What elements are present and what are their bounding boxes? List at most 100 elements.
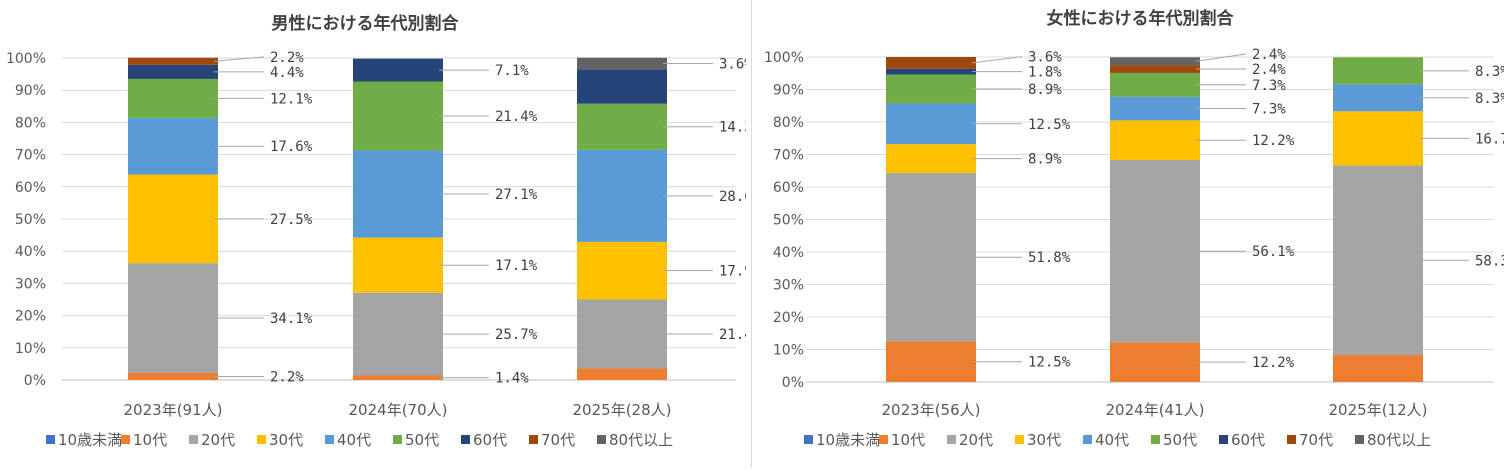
bar-segment-40代 [128, 117, 218, 175]
legend-label-20代: 20代 [201, 431, 235, 449]
bar-segment-10代 [128, 372, 218, 380]
legend-swatch-70代 [529, 435, 538, 444]
bar-segment-20代 [353, 292, 443, 376]
bar-segment-60代 [353, 58, 443, 82]
y-tick-label: 10% [15, 341, 46, 357]
data-label-80代以上: 3.6% [719, 56, 746, 72]
legend-label-70代: 70代 [541, 431, 575, 449]
bar-segment-40代 [886, 103, 976, 145]
bar-segment-80代以上 [577, 57, 667, 70]
bar-segment-70代 [886, 57, 976, 69]
data-label-70代: 3.6% [1028, 50, 1062, 66]
bar-segment-40代 [353, 150, 443, 238]
data-label-50代: 8.9% [1028, 82, 1062, 98]
chart-title: 女性における年代別割合 [1047, 8, 1235, 29]
data-label-50代: 14.3% [719, 120, 746, 136]
data-label-70代: 2.4% [1252, 62, 1286, 78]
data-label-20代: 34.1% [270, 311, 313, 327]
data-label-40代: 17.6% [270, 139, 313, 155]
data-label-10代: 12.5% [1028, 355, 1071, 371]
y-tick-label: 90% [15, 83, 46, 99]
y-tick-label: 80% [15, 115, 46, 131]
data-label-50代: 12.1% [270, 91, 313, 107]
data-label-40代: 27.1% [495, 187, 538, 203]
data-label-30代: 12.2% [1252, 133, 1295, 149]
category-label: 2025年(28人) [573, 401, 672, 419]
legend-label-10代: 10代 [891, 431, 925, 449]
bar-segment-10代 [353, 375, 443, 380]
bar-segment-20代 [1333, 165, 1423, 356]
category-label: 2023年(56人) [882, 401, 981, 419]
bar-segment-80代以上 [1110, 57, 1200, 66]
data-label-40代: 8.3% [1475, 91, 1504, 107]
male-age-chart: 男性における年代別割合 0% 10% 20% 30% 40% 50% 60% 70% 80% 90%… [6, 13, 762, 449]
legend-swatch-20代 [189, 435, 198, 444]
data-label-10代: 12.2% [1252, 355, 1295, 371]
legend-label-40代: 40代 [1095, 431, 1129, 449]
legend-label-10代: 10代 [133, 431, 167, 449]
category-label: 2025年(12人) [1329, 401, 1428, 419]
legend-swatch-70代 [1287, 435, 1296, 444]
legend-swatch-10歳未満 [46, 435, 55, 444]
female-chart-panel: 女性における年代別割合 0% 10% 20% 30% 40% 50% 60% 70% 80% 90%… [758, 0, 1504, 467]
data-label-20代: 25.7% [495, 327, 538, 343]
bar-segment-20代 [1110, 160, 1200, 343]
y-tick-label: 90% [773, 83, 804, 99]
data-label-60代: 4.4% [270, 65, 304, 81]
bar-segment-10代 [1333, 355, 1423, 382]
y-tick-label: 80% [773, 115, 804, 131]
bar-segment-10代 [1110, 342, 1200, 382]
y-tick-label: 60% [773, 180, 804, 196]
legend-label-50代: 50代 [1163, 431, 1197, 449]
y-tick-label: 40% [773, 245, 804, 261]
bar-segment-60代 [577, 69, 667, 104]
legend-swatch-60代 [1219, 435, 1228, 444]
bar-segment-30代 [353, 237, 443, 293]
panel-divider [751, 0, 752, 467]
y-tick-label: 70% [773, 148, 804, 164]
legend-label-70代: 70代 [1299, 431, 1333, 449]
bar-segment-20代 [128, 263, 218, 373]
data-label-20代: 58.3% [1475, 253, 1504, 269]
y-tick-label: 100% [6, 51, 46, 67]
legend-label-10歳未満: 10歳未満 [58, 431, 122, 449]
y-tick-label: 20% [15, 309, 46, 325]
data-label-30代: 16.7% [1475, 131, 1504, 147]
male-chart-panel: 男性における年代別割合 0% 10% 20% 30% 40% 50% 60% 70% 80% 90%… [0, 0, 762, 467]
legend-label-30代: 30代 [1027, 431, 1061, 449]
leader-line [213, 56, 265, 62]
data-label-10代: 2.2% [270, 369, 304, 385]
data-label-40代: 7.3% [1252, 102, 1286, 118]
legend-swatch-50代 [393, 435, 402, 444]
bar-segment-30代 [128, 174, 218, 264]
data-label-50代: 7.3% [1252, 78, 1286, 94]
legend-swatch-10代 [879, 435, 888, 444]
legend-swatch-20代 [947, 435, 956, 444]
legend-swatch-10歳未満 [804, 435, 813, 444]
legend-swatch-10代 [121, 435, 130, 444]
y-tick-label: 60% [15, 180, 46, 196]
y-tick-label: 30% [773, 278, 804, 294]
bar-segment-50代 [1333, 57, 1423, 85]
bar-segment-70代 [128, 57, 218, 65]
legend-label-80代以上: 80代以上 [1367, 431, 1431, 449]
legend-swatch-80代以上 [1355, 435, 1364, 444]
data-label-50代: 21.4% [495, 109, 538, 125]
data-label-60代: 1.8% [1028, 65, 1062, 81]
legend-label-20代: 20代 [959, 431, 993, 449]
bar-segment-20代 [886, 173, 976, 342]
bar-segment-60代 [128, 64, 218, 79]
legend-label-60代: 60代 [1231, 431, 1265, 449]
legend-swatch-60代 [461, 435, 470, 444]
y-tick-label: 40% [15, 244, 46, 260]
leader-line [971, 56, 1023, 64]
y-tick-label: 0% [782, 375, 804, 391]
data-label-50代: 8.3% [1475, 64, 1504, 80]
bar-segment-50代 [128, 78, 218, 118]
data-label-30代: 17.1% [495, 258, 538, 274]
bar-segment-10代 [577, 368, 667, 380]
legend-label-40代: 40代 [337, 431, 371, 449]
bar-segment-50代 [1110, 72, 1200, 97]
bar-segment-40代 [1110, 96, 1200, 121]
bar-segment-30代 [1110, 120, 1200, 161]
